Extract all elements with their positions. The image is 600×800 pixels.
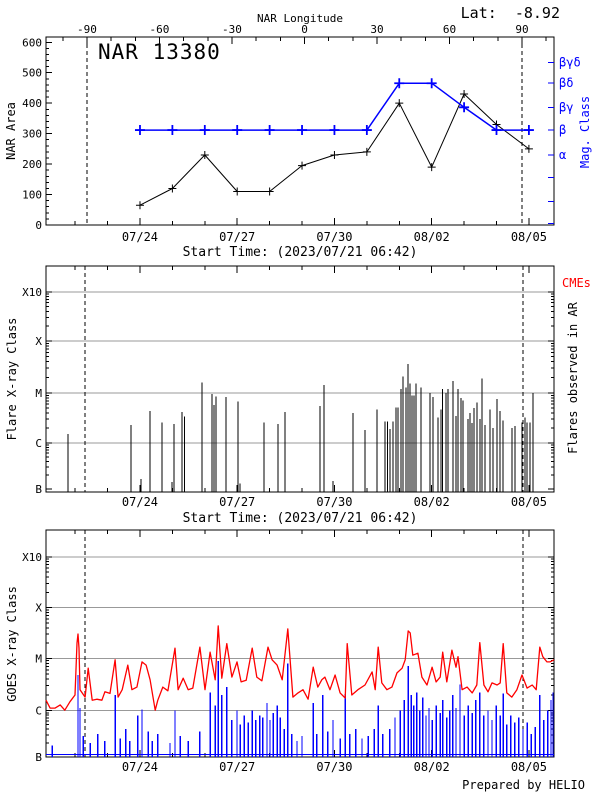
prepared-by-credit: Prepared by HELIO xyxy=(462,778,585,792)
longitude-tick-label: -60 xyxy=(150,23,170,36)
goes-class-axis-label: GOES X-ray Class xyxy=(5,586,19,702)
nar-area-plot-box xyxy=(45,36,555,226)
x-tick-label: 07/30 xyxy=(316,230,352,244)
goes-plot-box xyxy=(45,529,555,758)
mag-class-point-marker xyxy=(329,125,340,136)
mag-class-point-marker xyxy=(361,125,372,136)
x-tick-label: 08/02 xyxy=(414,230,450,244)
x-tick-label: 08/05 xyxy=(511,230,547,244)
x-tick-label: 07/27 xyxy=(219,495,255,509)
mag-class-point-marker xyxy=(394,78,405,89)
magclass-tick-label: βγδ xyxy=(559,55,581,69)
area-tick-label: 0 xyxy=(35,219,42,232)
nar-area-point-marker xyxy=(460,90,469,99)
nar-area-point-marker xyxy=(298,161,307,170)
top-axis-title: NAR Longitude xyxy=(256,12,344,25)
x-tick-label: 07/30 xyxy=(316,495,352,509)
nar-area-point-marker xyxy=(265,187,274,196)
x-tick-label: 08/02 xyxy=(414,760,450,774)
nar-area-point-marker xyxy=(135,201,144,210)
mag-class-point-marker xyxy=(167,125,178,136)
y-tick-label: X xyxy=(35,602,42,615)
longitude-tick-label: 0 xyxy=(301,23,308,36)
area-tick-label: 300 xyxy=(22,128,42,141)
y-tick-label: M xyxy=(35,387,42,400)
x-tick-label: 07/24 xyxy=(122,230,158,244)
longitude-tick-label: 60 xyxy=(443,23,456,36)
area-tick-label: 600 xyxy=(22,36,42,49)
x-tick-label: 07/27 xyxy=(219,760,255,774)
longitude-tick-label: 30 xyxy=(370,23,383,36)
flares-observed-label: Flares observed in AR xyxy=(566,302,580,454)
mag-class-point-marker xyxy=(232,125,243,136)
mag-class-point-marker xyxy=(199,125,210,136)
nar-area-point-marker xyxy=(168,184,177,193)
area-tick-label: 200 xyxy=(22,158,42,171)
area-tick-label: 100 xyxy=(22,189,42,202)
goes-long-curve xyxy=(45,625,555,711)
nar-area-point-marker xyxy=(395,99,404,108)
area-tick-label: 400 xyxy=(22,97,42,110)
mag-class-axis-label: Mag. Class xyxy=(578,95,592,169)
nar-area-point-marker xyxy=(362,147,371,156)
x-tick-label: 08/05 xyxy=(511,495,547,509)
x-tick-label: 08/02 xyxy=(414,495,450,509)
x-tick-label: 07/24 xyxy=(122,760,158,774)
y-tick-label: X xyxy=(35,335,42,348)
mag-class-point-marker xyxy=(523,125,534,136)
mag-class-point-marker xyxy=(134,125,145,136)
y-tick-label: M xyxy=(35,652,42,665)
nar-area-point-marker xyxy=(524,144,533,153)
magclass-tick-label: β xyxy=(559,123,566,137)
y-tick-label: X10 xyxy=(22,551,42,564)
y-tick-label: B xyxy=(35,483,42,496)
latitude-label: Lat: -8.92 xyxy=(460,4,560,22)
mag-class-point-marker xyxy=(297,125,308,136)
nar-area-point-marker xyxy=(330,150,339,159)
nar-area-axis-label: NAR Area xyxy=(4,102,18,160)
start-time-label-top: Start Time: (2023/07/21 06:42) xyxy=(182,245,418,260)
mag-class-point-marker xyxy=(491,125,502,136)
area-tick-label: 500 xyxy=(22,67,42,80)
flare-class-axis-label: Flare X-ray Class xyxy=(5,317,19,441)
magclass-tick-label: βδ xyxy=(559,76,573,90)
longitude-tick-label: -30 xyxy=(222,23,242,36)
x-tick-label: 07/24 xyxy=(122,495,158,509)
cmes-legend: CMEs xyxy=(562,276,591,290)
mag-class-point-marker xyxy=(459,102,470,113)
longitude-tick-label: -90 xyxy=(77,23,97,36)
nar-area-point-marker xyxy=(233,187,242,196)
active-region-title: NAR 13380 xyxy=(98,40,221,64)
mag-class-point-marker xyxy=(426,78,437,89)
mag-class-curve xyxy=(140,82,529,131)
x-tick-label: 07/30 xyxy=(316,760,352,774)
nar-area-curve xyxy=(139,93,530,206)
start-time-label-middle: Start Time: (2023/07/21 06:42) xyxy=(182,511,418,526)
magclass-tick-label: α xyxy=(559,148,566,162)
flare-plot-box xyxy=(45,265,555,493)
y-tick-label: C xyxy=(35,705,42,718)
magclass-tick-label: βγ xyxy=(559,100,573,114)
mag-class-point-marker xyxy=(264,125,275,136)
nar-area-point-marker xyxy=(200,150,209,159)
x-tick-label: 08/05 xyxy=(511,760,547,774)
y-tick-label: B xyxy=(35,751,42,764)
y-tick-label: C xyxy=(35,437,42,450)
longitude-tick-label: 90 xyxy=(515,23,528,36)
x-tick-label: 07/27 xyxy=(219,230,255,244)
y-tick-label: X10 xyxy=(22,286,42,299)
nar-area-point-marker xyxy=(427,163,436,172)
